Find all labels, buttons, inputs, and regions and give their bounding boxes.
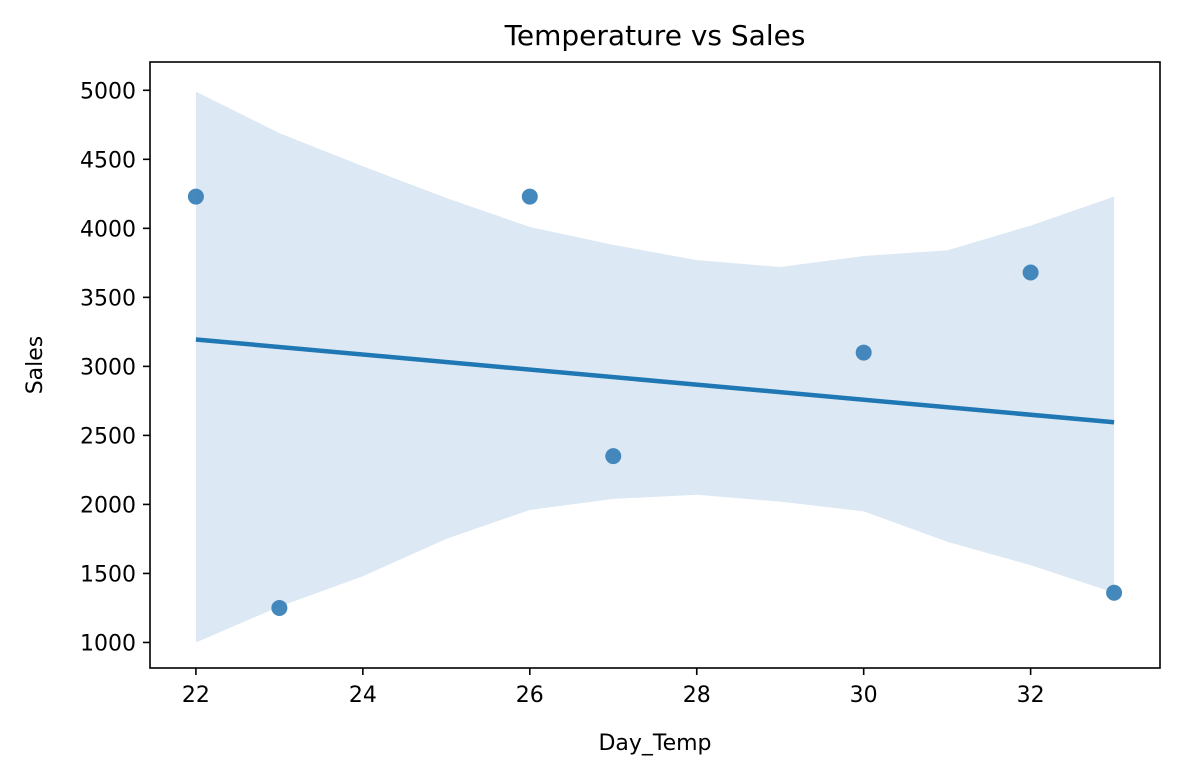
- y-tick-label: 5000: [80, 79, 136, 104]
- x-tick-label: 24: [349, 683, 377, 708]
- data-point: [1106, 584, 1123, 601]
- data-point: [271, 599, 288, 616]
- y-axis-label: Sales: [23, 336, 48, 395]
- data-point: [187, 188, 204, 205]
- x-axis-label: Day_Temp: [598, 731, 711, 756]
- data-points-layer: [187, 188, 1123, 616]
- data-point: [855, 344, 872, 361]
- data-point: [1022, 264, 1039, 281]
- data-point: [521, 188, 538, 205]
- y-axis-ticks: 1000 1500 2000 2500 3000 3500 4000 4500 5000: [80, 79, 150, 656]
- x-axis-ticks: 22 24 26 28 30 32: [182, 668, 1045, 708]
- y-tick-label: 3000: [80, 355, 136, 380]
- y-tick-label: 1500: [80, 562, 136, 587]
- x-tick-label: 28: [683, 683, 711, 708]
- y-tick-label: 3500: [80, 286, 136, 311]
- y-tick-label: 2000: [80, 493, 136, 518]
- plot-frame: [149, 61, 1161, 669]
- regression-line: [195, 337, 1115, 425]
- data-point: [605, 448, 622, 465]
- x-tick-label: 26: [516, 683, 544, 708]
- x-tick-label: 22: [182, 683, 210, 708]
- y-tick-label: 1000: [80, 631, 136, 656]
- regression-line-layer: [195, 337, 1115, 425]
- x-tick-label: 32: [1017, 683, 1045, 708]
- y-tick-label: 4500: [80, 148, 136, 173]
- confidence-band: [195, 91, 1115, 643]
- confidence-band-layer: [195, 91, 1115, 643]
- y-tick-label: 2500: [80, 424, 136, 449]
- x-tick-label: 30: [850, 683, 878, 708]
- chart-title: Temperature vs Sales: [504, 19, 806, 52]
- y-tick-label: 4000: [80, 217, 136, 242]
